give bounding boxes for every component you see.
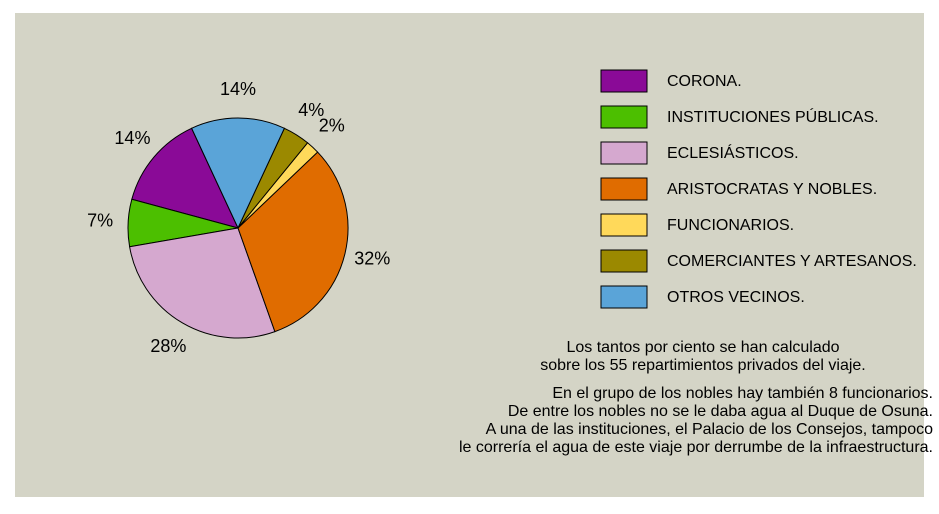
legend-label: FUNCIONARIOS. [667,217,794,234]
legend-label: OTROS VECINOS. [667,289,805,306]
note: sobre los 55 repartimientos privados del… [540,357,866,374]
legend-swatch [600,213,648,237]
legend-label: INSTITUCIONES PÚBLICAS. [667,107,879,126]
slice-label: 14% [220,79,256,99]
legend-label: COMERCIANTES Y ARTESANOS. [667,253,917,270]
note: En el grupo de los nobles hay también 8 … [552,385,933,402]
note: Los tantos por ciento se han calculado [566,339,839,356]
slice-label: 7% [87,210,113,230]
legend-label: CORONA. [667,73,742,90]
legend-swatch [600,141,648,165]
legend-swatch [600,69,648,93]
slice-label: 28% [150,336,186,356]
pie-slice [131,127,239,229]
legend-swatch [600,285,648,309]
note: le correría el agua de este viaje por de… [459,439,933,456]
slice-label: 14% [114,128,150,148]
slice-label: 2% [319,115,345,135]
note: A una de las instituciones, el Palacio d… [486,421,933,438]
legend-label: ECLESIÁSTICOS. [667,143,799,162]
pie-slice [129,227,276,339]
legend-label: ARISTOCRATAS Y NOBLES. [667,181,877,198]
note: De entre los nobles no se le daba agua a… [508,403,933,420]
slice-label: 32% [354,249,390,269]
legend-swatch [600,249,648,273]
legend-swatch [600,105,648,129]
slice-label: 4% [298,100,324,120]
pie-slice [237,151,349,333]
legend-swatch [600,177,648,201]
pie-slice [190,117,286,230]
